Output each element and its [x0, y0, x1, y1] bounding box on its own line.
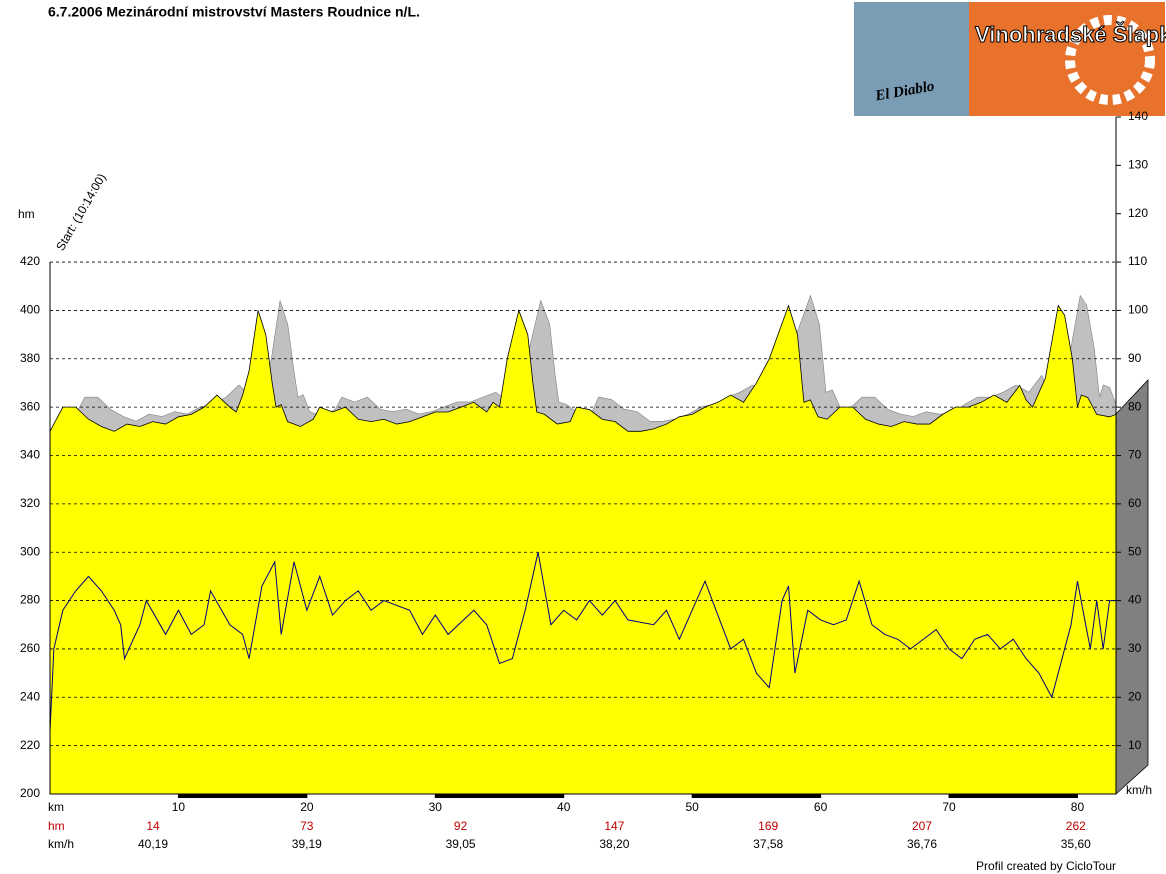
- lap-hm: 73: [300, 819, 314, 833]
- speed-line: [49, 552, 1116, 732]
- y2-tick-label: 120: [1128, 206, 1148, 220]
- y-tick-label: 360: [20, 399, 40, 413]
- x-tick-label: 60: [814, 800, 828, 814]
- y2-tick-label: 80: [1128, 399, 1142, 413]
- y2-axis-label: km/h: [1126, 783, 1152, 797]
- lap-hm: 92: [454, 819, 468, 833]
- lap-kmh: 39,19: [292, 837, 322, 851]
- lap-kmh: 36,76: [907, 837, 937, 851]
- x-tick-label: 40: [557, 800, 571, 814]
- y-tick-label: 240: [20, 689, 40, 703]
- logo-right: Vinohradské Šlapky: [969, 2, 1166, 116]
- chart-title: 6.7.2006 Mezinárodní mistrovství Masters…: [48, 4, 420, 20]
- laps-kmh-label: km/h: [48, 837, 74, 851]
- y-tick-label: 340: [20, 448, 40, 462]
- y-tick-label: 320: [20, 496, 40, 510]
- x-axis-label: km: [48, 800, 64, 814]
- y2-tick-label: 30: [1128, 641, 1142, 655]
- laps-hm-label: hm: [48, 819, 65, 833]
- x-axis-band: [949, 794, 1078, 798]
- logo-gear: [1065, 15, 1155, 105]
- y2-tick-label: 40: [1128, 593, 1142, 607]
- footer: Profil created by CicloTour: [976, 859, 1116, 873]
- lap-hm: 169: [758, 819, 778, 833]
- lap-kmh: 40,19: [138, 837, 168, 851]
- x-tick-label: 50: [685, 800, 699, 814]
- lap-kmh: 38,20: [599, 837, 629, 851]
- y-tick-label: 200: [20, 786, 40, 800]
- x-axis-band: [692, 794, 821, 798]
- y-tick-label: 280: [20, 593, 40, 607]
- lap-hm: 262: [1066, 819, 1086, 833]
- logo-left: El Diablo: [854, 2, 969, 116]
- y-tick-label: 300: [20, 544, 40, 558]
- lap-hm: 147: [604, 819, 624, 833]
- y2-tick-label: 140: [1128, 109, 1148, 123]
- logo-text: Vinohradské Šlapky: [975, 22, 1166, 47]
- y2-tick-label: 130: [1128, 158, 1148, 172]
- y-tick-label: 420: [20, 254, 40, 268]
- lap-kmh: 39,05: [446, 837, 476, 851]
- x-axis-band: [178, 794, 307, 798]
- lap-hm: 207: [912, 819, 932, 833]
- annotation: Start: (10:14:00): [53, 171, 108, 253]
- logo-bg: [854, 2, 969, 116]
- logo-bg: [969, 2, 1165, 116]
- profile-area: [49, 304, 1117, 795]
- y2-tick-label: 90: [1128, 351, 1142, 365]
- y2-tick-label: 50: [1128, 544, 1142, 558]
- x-tick-label: 70: [942, 800, 956, 814]
- y-tick-label: 380: [20, 351, 40, 365]
- x-axis-band: [435, 794, 564, 798]
- y2-tick-label: 110: [1128, 254, 1147, 268]
- side-wall: [1115, 378, 1149, 795]
- x-tick-label: 80: [1071, 800, 1085, 814]
- y2-tick-label: 10: [1128, 738, 1142, 752]
- x-tick-label: 10: [172, 800, 186, 814]
- x-tick-label: 30: [429, 800, 443, 814]
- y-tick-label: 260: [20, 641, 40, 655]
- y2-tick-label: 70: [1128, 448, 1142, 462]
- y-tick-label: 220: [20, 738, 40, 752]
- lap-hm: 14: [146, 819, 160, 833]
- y-axis-label: hm: [18, 207, 35, 221]
- lap-kmh: 37,58: [753, 837, 783, 851]
- y2-tick-label: 20: [1128, 689, 1142, 703]
- y-tick-label: 400: [20, 303, 40, 317]
- x-tick-label: 20: [300, 800, 314, 814]
- y2-tick-label: 60: [1128, 496, 1142, 510]
- lap-kmh: 35,60: [1061, 837, 1091, 851]
- y2-tick-label: 100: [1128, 303, 1148, 317]
- plot: [49, 261, 1117, 795]
